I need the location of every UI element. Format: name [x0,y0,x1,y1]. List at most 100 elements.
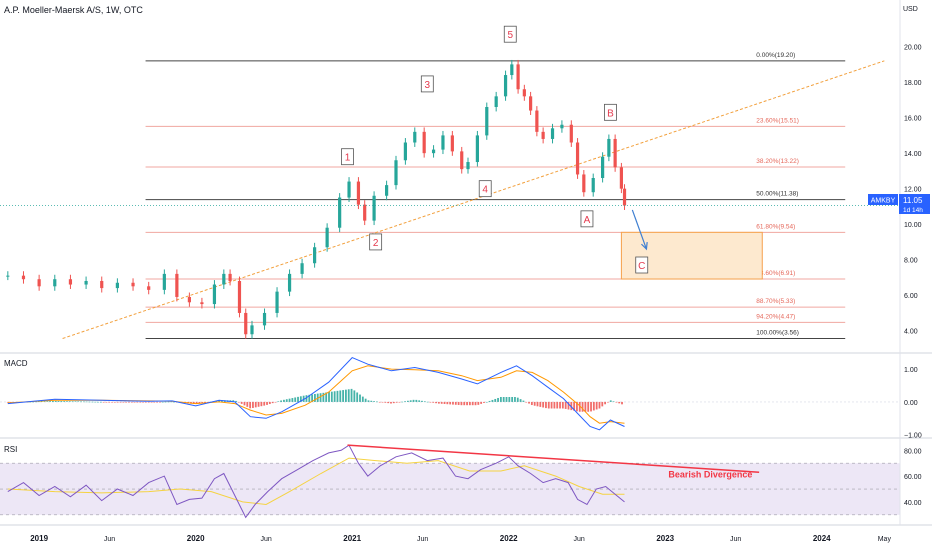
macd-histogram-bar [201,401,204,404]
macd-histogram-bar [218,400,221,402]
x-tick-label: 2023 [656,534,674,543]
macd-histogram-bar [387,401,390,404]
macd-histogram-bar [553,401,556,409]
macd-histogram-bar [530,401,533,406]
macd-histogram-bar [587,401,590,412]
candle-body [601,156,605,179]
candle-body [356,181,361,205]
candle-body [450,135,454,152]
macd-histogram-bar [243,401,246,406]
macd-histogram-bar [460,401,463,406]
macd-histogram-bar [618,401,621,404]
price-tick-label: 20.00 [904,45,922,52]
macd-histogram-bar [311,394,314,402]
price-pane[interactable]: 0.00%(19.20) 23.60%(15.51) 38.20%(13.22) 50… [0,25,900,340]
macd-histogram-bar [342,390,344,402]
wave-label-box [604,103,617,121]
macd-histogram-bar [142,401,144,403]
macd-histogram-bar [105,401,108,403]
macd-histogram-bar [46,401,49,402]
macd-histogram-bar [601,401,604,407]
candle-body [313,247,317,264]
wave-label: C [638,261,645,272]
price-tick-label: 14.00 [904,151,922,158]
candle-body [475,135,479,163]
wave-label-box [341,148,354,166]
macd-histogram-bar [491,399,494,402]
macd-histogram-bar [91,401,94,403]
candle-body [619,167,623,189]
macd-histogram-bar [88,401,91,403]
macd-histogram-bar [249,401,252,409]
candle-body [582,174,586,193]
candle-body [550,128,555,139]
macd-histogram-bar [277,401,280,402]
x-tick-label: Jun [730,536,741,543]
x-tick-label: 2019 [30,534,48,543]
candle-body [385,185,389,196]
fib-level-label: 94.20%(4.47) [756,313,795,320]
rsi-tick-label: 40.00 [904,500,922,507]
macd-histogram-bar [82,401,85,403]
price-tick-label: 10.00 [904,222,922,229]
x-tick-label: Jun [104,536,115,543]
bar-countdown: 1d 14h [903,207,923,214]
macd-histogram-bar [598,401,601,409]
macd-histogram-bar [122,401,125,403]
macd-histogram-bar [291,398,294,402]
macd-histogram-bar [68,401,71,402]
macd-histogram-bar [204,401,206,403]
wave-label: 2 [373,238,379,249]
candle-body [347,181,351,198]
macd-histogram-bar [99,401,102,403]
macd-histogram-bar [418,400,421,402]
macd-histogram-bar [542,401,545,408]
candle-body [529,96,533,111]
macd-histogram-bar [125,401,128,403]
macd-histogram-bar [232,400,235,402]
macd-histogram-bar [483,401,485,403]
macd-histogram-bar [252,401,254,408]
candle-body [363,204,367,221]
macd-histogram-bar [449,401,452,405]
chart-title: A.P. Moeller-Maersk A/S, 1W, OTC [4,5,143,15]
macd-histogram-bar [567,401,570,410]
macd-histogram-bar [35,401,37,403]
macd-histogram-bar [505,397,508,402]
macd-histogram-bar [559,401,561,409]
wave-label-box [369,233,383,251]
wave-label: 3 [425,80,431,91]
macd-histogram-bar [539,401,542,407]
price-tick-label: 16.00 [904,116,922,123]
macd-histogram-bar [390,401,392,404]
macd-histogram-bar [528,401,530,404]
macd-histogram-bar [280,400,283,402]
fib-level-label: 88.70%(5.33) [756,298,795,305]
macd-histogram-bar [604,401,607,405]
projection-arrowhead [641,242,648,251]
macd-histogram-bar [221,400,223,402]
macd-pane[interactable]: MACD 1.00 0.00 −1.00 [0,357,922,440]
candle-body [222,273,226,285]
candle-body [338,197,342,228]
rsi-pane[interactable]: RSI 80.00 60.00 40.00 Bearish Divergence [0,444,922,519]
macd-histogram-bar [547,401,550,409]
macd-tick-label: 1.00 [904,367,918,374]
macd-histogram-bar [581,401,584,412]
macd-histogram-bar [119,401,122,403]
macd-histogram-bar [235,400,237,402]
macd-histogram-bar [516,397,519,402]
candle-body [494,96,498,107]
currency-label: USD [903,6,918,13]
divergence-line [347,444,760,474]
macd-histogram-bar [395,401,398,403]
candle-body [441,135,445,150]
macd-histogram-bar [237,401,240,403]
projection-arrow [631,209,647,250]
wave-label: A [584,215,591,226]
macd-histogram-bar [556,401,559,409]
macd-histogram-bar [57,401,60,402]
macd-histogram-bar [404,401,406,402]
candle-body [466,162,470,170]
price-badge-bg [899,194,930,214]
